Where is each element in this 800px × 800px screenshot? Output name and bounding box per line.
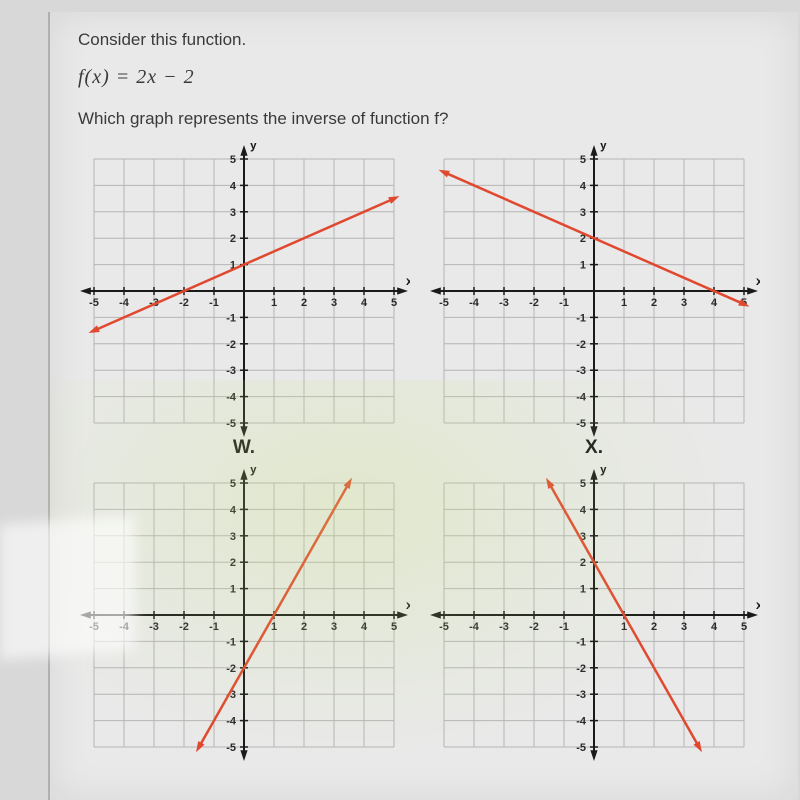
graphs-grid: -5-4-3-2-112345-5-4-3-2-112345xyW. -5-4-… [78,143,798,785]
svg-text:3: 3 [230,207,236,219]
svg-text:-2: -2 [576,663,586,675]
svg-text:4: 4 [361,621,368,633]
svg-text:3: 3 [331,621,337,633]
svg-text:-2: -2 [226,663,236,675]
svg-text:5: 5 [741,621,747,633]
svg-text:5: 5 [580,478,586,490]
graph-bot-left: -5-4-3-2-112345-5-4-3-2-112345xy [78,467,410,785]
svg-text:-4: -4 [576,392,587,404]
svg-text:1: 1 [271,297,277,309]
svg-text:1: 1 [230,584,236,596]
svg-text:5: 5 [230,154,236,166]
svg-text:x: x [406,598,410,612]
svg-text:-5: -5 [89,297,99,309]
svg-text:1: 1 [271,621,277,633]
svg-text:-2: -2 [576,339,586,351]
svg-text:-3: -3 [576,365,586,377]
svg-text:5: 5 [230,478,236,490]
svg-text:3: 3 [331,297,337,309]
svg-text:-5: -5 [89,621,99,633]
graph-top-left: -5-4-3-2-112345-5-4-3-2-112345xyW. [78,143,410,461]
svg-text:-5: -5 [439,297,449,309]
svg-text:-1: -1 [576,312,586,324]
svg-text:-4: -4 [469,621,480,633]
svg-text:x: x [756,274,760,288]
svg-text:-5: -5 [576,742,586,754]
svg-text:2: 2 [301,621,307,633]
svg-text:1: 1 [621,621,627,633]
svg-text:-5: -5 [576,418,586,430]
svg-text:2: 2 [651,297,657,309]
svg-text:-3: -3 [499,621,509,633]
svg-text:4: 4 [580,504,587,516]
svg-text:-1: -1 [576,636,586,648]
svg-text:3: 3 [230,531,236,543]
svg-text:-2: -2 [529,621,539,633]
svg-text:-4: -4 [119,621,130,633]
svg-text:y: y [600,467,607,476]
svg-text:3: 3 [681,297,687,309]
svg-text:-1: -1 [226,312,236,324]
svg-text:2: 2 [651,621,657,633]
svg-text:y: y [600,143,607,152]
svg-text:4: 4 [230,180,237,192]
svg-text:3: 3 [580,207,586,219]
svg-text:-1: -1 [559,297,569,309]
worksheet-page: Consider this function. f(x) = 2x − 2 Wh… [48,12,798,800]
svg-text:4: 4 [230,504,237,516]
svg-text:y: y [250,467,257,476]
svg-text:y: y [250,143,257,152]
svg-text:-1: -1 [209,621,219,633]
svg-text:x: x [756,598,760,612]
graph-label-w: W. [78,437,410,459]
svg-text:2: 2 [580,557,586,569]
svg-text:-1: -1 [209,297,219,309]
svg-text:5: 5 [391,621,397,633]
graph-bot-right: -5-4-3-2-112345-5-4-3-2-112345xy [428,467,760,785]
svg-text:1: 1 [580,260,586,272]
svg-text:4: 4 [711,621,718,633]
graph-top-right: -5-4-3-2-112345-5-4-3-2-112345xyX. [428,143,760,461]
svg-text:1: 1 [621,297,627,309]
svg-text:-4: -4 [226,716,237,728]
svg-text:-4: -4 [576,716,587,728]
svg-text:-3: -3 [576,689,586,701]
svg-text:3: 3 [681,621,687,633]
svg-text:2: 2 [301,297,307,309]
function-formula: f(x) = 2x − 2 [78,66,798,89]
svg-text:-3: -3 [226,365,236,377]
svg-text:-5: -5 [226,742,236,754]
svg-text:-1: -1 [559,621,569,633]
svg-text:4: 4 [361,297,368,309]
svg-text:-2: -2 [179,297,189,309]
svg-text:-4: -4 [119,297,130,309]
svg-text:-4: -4 [469,297,480,309]
graph-label-x: X. [428,437,760,459]
svg-text:-2: -2 [179,621,189,633]
svg-text:-3: -3 [149,621,159,633]
svg-text:4: 4 [580,180,587,192]
svg-text:-4: -4 [226,392,237,404]
svg-text:-5: -5 [226,418,236,430]
svg-text:5: 5 [391,297,397,309]
svg-text:-5: -5 [439,621,449,633]
svg-text:-2: -2 [529,297,539,309]
svg-text:1: 1 [580,584,586,596]
svg-text:-1: -1 [226,636,236,648]
svg-text:-3: -3 [499,297,509,309]
question-line-1: Consider this function. [78,30,798,50]
svg-text:5: 5 [580,154,586,166]
svg-text:2: 2 [230,233,236,245]
question-line-2: Which graph represents the inverse of fu… [78,109,798,129]
svg-text:4: 4 [711,297,718,309]
svg-text:x: x [406,274,410,288]
svg-text:2: 2 [230,557,236,569]
svg-text:-2: -2 [226,339,236,351]
